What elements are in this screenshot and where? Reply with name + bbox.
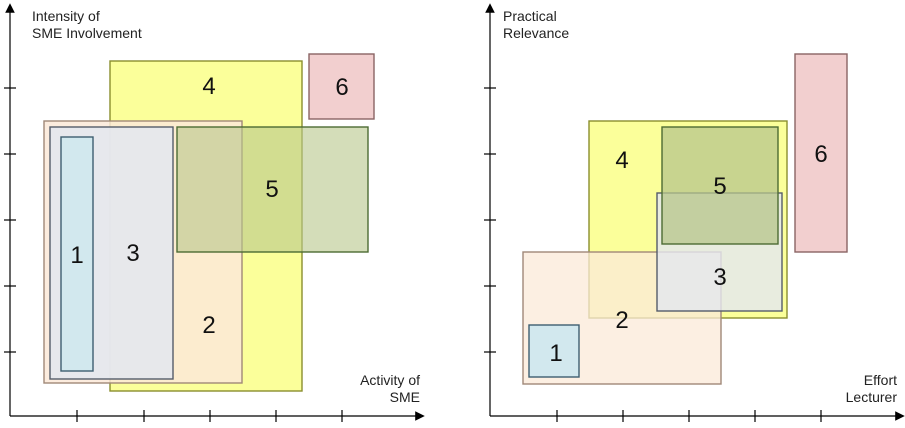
right-y-label-line1: Practical [503,8,557,24]
left-chart: Intensity of SME Involvement Activity of… [4,3,425,422]
right-box-6-label: 6 [814,141,827,168]
left-box-6 [308,53,375,120]
left-box-1 [60,136,94,372]
right-box-4-label: 4 [615,147,628,174]
right-box-1-label: 1 [549,340,562,367]
right-y-label-line2: Relevance [503,25,569,41]
left-x-ticks [76,410,343,422]
left-y-ticks [4,87,16,353]
left-x-label-line1: Activity of [360,372,420,388]
left-box-2-label: 2 [202,312,215,339]
left-box-1-label: 1 [70,242,83,269]
right-y-ticks [484,87,496,353]
left-box-5-label: 5 [265,176,278,203]
right-box-2-label: 2 [615,307,628,334]
right-box-1 [528,324,580,378]
left-box-4-label: 4 [202,73,215,100]
left-box-3-label: 3 [126,240,139,267]
right-chart: Practical Relevance Effort Lecturer 2 4 … [484,3,905,422]
left-y-label-line2: SME Involvement [32,25,142,41]
left-box-6-label: 6 [335,74,348,101]
right-box-5-label: 5 [713,173,726,200]
left-y-label-line1: Intensity of [32,8,100,24]
right-x-label-line1: Effort [864,372,897,388]
right-box-5 [661,126,779,245]
left-x-label-line2: SME [390,389,420,405]
right-x-ticks [556,410,822,422]
right-box-6 [794,53,848,253]
right-x-label-line2: Lecturer [846,389,898,405]
left-box-5 [176,126,369,253]
right-box-3-label: 3 [713,264,726,291]
